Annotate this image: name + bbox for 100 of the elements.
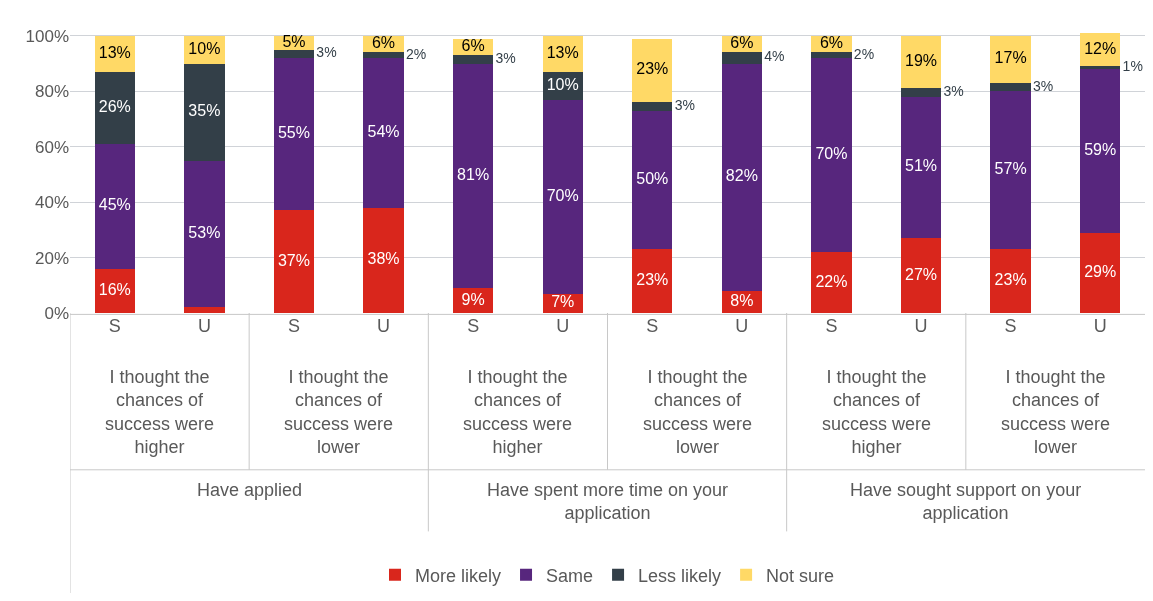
x-tick-label: S (646, 316, 659, 336)
bar (811, 57, 852, 253)
bar (721, 52, 763, 64)
text: I thought the chances of success were higher (105, 367, 215, 458)
data-label: 3% (316, 44, 337, 61)
y-tick-label: 0% (44, 303, 69, 323)
data-label: 23% (636, 60, 669, 78)
text: Have sought support on your application (850, 480, 1082, 524)
bar (94, 143, 135, 269)
x-tick-label: U (197, 316, 211, 336)
data-label: 13% (546, 43, 579, 61)
data-label: 2% (853, 45, 875, 62)
data-label: 59% (1084, 140, 1117, 158)
data-label: 4% (764, 48, 785, 65)
data-label: 53% (188, 223, 221, 241)
legend-label: More likely (415, 565, 502, 586)
bar (632, 249, 673, 313)
x-tick-label: U (1093, 316, 1107, 336)
data-label: 16% (98, 280, 131, 298)
bar (184, 160, 225, 308)
data-label: 3% (674, 96, 695, 113)
data-label: 9% (461, 290, 485, 308)
bar (452, 63, 494, 289)
x-tick-label: U (735, 316, 749, 336)
bar (542, 99, 583, 294)
data-label: 2% (405, 45, 427, 62)
x-tick-label: S (108, 316, 121, 336)
bar (990, 249, 1031, 313)
y-tick-label: 100% (25, 26, 69, 46)
data-label: 8% (730, 291, 754, 309)
data-label: 23% (994, 271, 1027, 289)
bar (811, 52, 852, 58)
x-tick-label: U (914, 316, 928, 336)
data-label: 27% (905, 265, 938, 283)
legend-label: Not sure (766, 565, 835, 586)
bar (273, 49, 315, 58)
bar (184, 307, 225, 313)
bar (363, 57, 404, 208)
data-label: 35% (188, 102, 221, 120)
legend-label: Less likely (638, 565, 722, 586)
bar (94, 71, 135, 144)
data-label: 5% (282, 32, 306, 50)
data-label: 26% (98, 97, 131, 115)
x-tick-label: S (825, 316, 838, 336)
bar (990, 82, 1031, 92)
data-label: 3% (495, 49, 516, 66)
bar (721, 63, 763, 291)
data-label: 23% (636, 271, 669, 289)
data-label: 51% (905, 157, 938, 175)
data-label: 22% (815, 272, 848, 290)
x-tick-label: S (287, 316, 300, 336)
x-tick-label: S (467, 316, 480, 336)
bar (900, 88, 942, 97)
legend-label: Same (546, 565, 594, 586)
data-label: 10% (188, 39, 221, 57)
data-label: 13% (98, 43, 131, 61)
bar (363, 207, 404, 313)
bar (1080, 66, 1121, 70)
text: I thought the chances of success were higher (463, 367, 573, 458)
data-label: 45% (98, 196, 131, 214)
data-label: 37% (277, 251, 310, 269)
bar (990, 91, 1031, 250)
data-label: 19% (905, 52, 938, 70)
bar (1080, 232, 1121, 313)
text: I thought the chances of success were higher (822, 367, 932, 458)
x-tick-label: U (377, 316, 391, 336)
bar (1080, 69, 1121, 233)
data-label: 38% (367, 250, 400, 268)
bar (990, 35, 1031, 83)
bar (632, 110, 673, 250)
y-tick-label: 40% (34, 193, 69, 213)
data-label: 10% (546, 75, 579, 93)
y-tick-label: 80% (34, 82, 69, 102)
data-label: 1% (1122, 58, 1143, 75)
data-label: 3% (943, 83, 964, 100)
data-label: 54% (367, 122, 400, 140)
x-tick-label: S (1004, 316, 1017, 336)
y-tick-label: 60% (34, 137, 69, 157)
bar (811, 252, 852, 313)
bar (632, 102, 673, 111)
bar (900, 238, 942, 313)
data-label: 55% (277, 124, 310, 142)
text: Have spent more time on your application (487, 480, 729, 524)
data-label: 70% (815, 144, 848, 162)
x-tick-label: U (556, 316, 570, 336)
data-label: 81% (457, 165, 490, 183)
data-label: 50% (636, 169, 669, 187)
data-label: 70% (546, 186, 579, 204)
text: I thought the chances of success were lower (284, 367, 394, 458)
bar (363, 52, 404, 58)
y-tick-label: 20% (34, 248, 69, 268)
bar (184, 63, 225, 161)
bar (452, 55, 494, 64)
data-label: 29% (1084, 262, 1117, 280)
data-label: 6% (461, 36, 485, 54)
data-label: 12% (1084, 39, 1117, 57)
data-label: 3% (1033, 77, 1054, 94)
bar (900, 96, 942, 239)
data-label: 6% (371, 34, 396, 52)
data-label: 82% (725, 167, 758, 185)
